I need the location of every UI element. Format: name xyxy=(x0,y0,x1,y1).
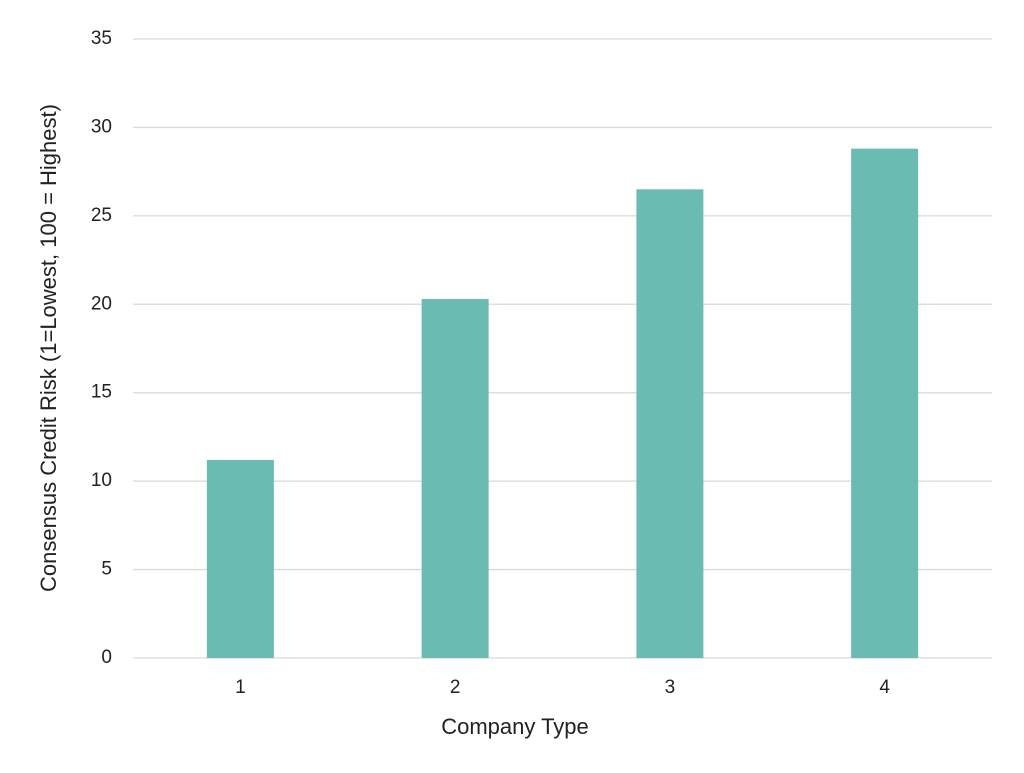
x-tick-label: 4 xyxy=(879,677,890,698)
bar xyxy=(636,189,704,659)
x-tick-label: 2 xyxy=(450,677,461,698)
y-tick-label: 35 xyxy=(91,28,112,49)
y-tick-label: 0 xyxy=(101,647,112,668)
y-axis-title: Consensus Credit Risk (1=Lowest, 100 = H… xyxy=(36,104,61,592)
x-tick-label: 3 xyxy=(665,677,676,698)
y-tick-label: 30 xyxy=(91,116,112,137)
bar xyxy=(851,148,919,658)
y-tick-label: 5 xyxy=(101,559,112,580)
y-tick-label: 10 xyxy=(91,470,112,491)
bar xyxy=(206,459,274,658)
y-tick-label: 15 xyxy=(91,382,112,403)
y-tick-label: 20 xyxy=(91,293,112,314)
bar xyxy=(421,298,489,658)
y-tick-label: 25 xyxy=(91,205,112,226)
x-tick-label: 1 xyxy=(235,677,246,698)
x-axis-title: Company Type xyxy=(441,714,589,739)
